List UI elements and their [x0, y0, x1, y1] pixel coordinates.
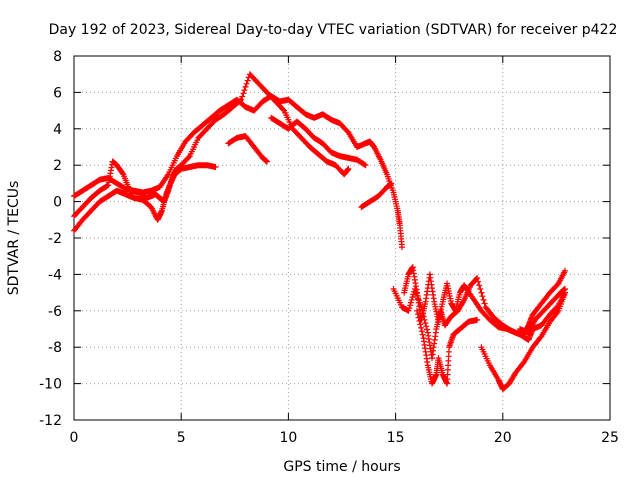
x-tick-label: 20: [494, 430, 512, 446]
x-tick-label: 15: [387, 430, 405, 446]
data-point-markers: [390, 275, 568, 362]
y-tick-label: -10: [39, 377, 62, 393]
y-tick-label: 6: [53, 85, 62, 101]
data-track-5: [268, 114, 369, 169]
y-tick-label: -4: [48, 267, 62, 283]
data-point-markers: [71, 71, 352, 220]
data-point-markers: [268, 114, 369, 169]
y-tick-label: -8: [48, 340, 62, 356]
data-point-markers: [478, 289, 568, 393]
y-tick-label: 0: [53, 195, 62, 211]
data-point-markers: [225, 133, 270, 165]
x-tick-label: 25: [601, 430, 619, 446]
data-track-3: [71, 162, 219, 234]
data-point-markers: [358, 180, 395, 211]
data-series: [71, 71, 568, 393]
data-track-9: [414, 307, 481, 387]
grid-lines: [74, 56, 610, 420]
data-track-10: [478, 289, 568, 393]
x-tick-label: 5: [177, 430, 186, 446]
data-point-markers: [414, 307, 481, 387]
data-track-4: [225, 133, 270, 165]
data-point-markers: [517, 286, 568, 336]
y-tick-label: -2: [48, 231, 62, 247]
data-track-6: [358, 180, 395, 211]
chart-title: Day 192 of 2023, Sidereal Day-to-day VTE…: [49, 22, 618, 38]
y-tick-label: -6: [48, 304, 62, 320]
data-track-8: [390, 275, 568, 362]
x-tick-label: 10: [279, 430, 297, 446]
x-tick-label: 0: [70, 430, 79, 446]
data-point-markers: [71, 162, 219, 234]
y-tick-label: 8: [53, 49, 62, 65]
x-axis-title: GPS time / hours: [283, 459, 400, 475]
y-tick-label: 2: [53, 158, 62, 174]
data-track-11: [517, 286, 568, 336]
y-tick-label: -12: [39, 413, 62, 429]
y-axis-title: SDTVAR / TECUs: [6, 181, 22, 296]
axis-ticks: 0 5 10 15 20 25 -12 -10 -8 -6 -4 -2 0 2 4 6 8: [39, 49, 619, 446]
y-tick-label: 4: [53, 122, 62, 138]
data-track-2: [71, 71, 352, 220]
